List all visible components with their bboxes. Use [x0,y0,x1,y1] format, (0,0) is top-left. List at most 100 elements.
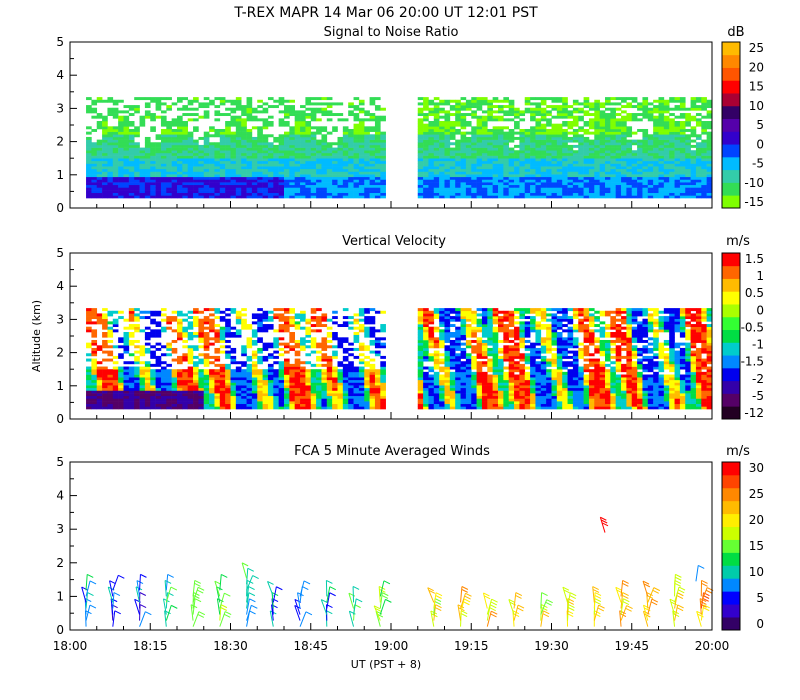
heatmap-cell [294,371,301,375]
heatmap-cell [669,195,675,199]
heatmap-cell [294,398,301,402]
heatmap-cell [556,150,563,154]
heatmap-cell [214,187,221,191]
heatmap-cell [267,403,274,407]
heatmap-cell [225,190,231,194]
heatmap-cell [187,403,194,407]
heatmap-cell [150,387,156,391]
heatmap-cell [262,126,269,130]
heatmap-cell [332,390,338,394]
heatmap-cell [139,347,146,351]
heatmap-cell [134,393,140,397]
heatmap-cell [701,142,707,146]
heatmap-cell [316,142,322,146]
heatmap-cell [631,118,638,122]
heatmap-cell [112,361,119,365]
heatmap-cell [706,192,713,196]
heatmap-cell [305,174,312,178]
heatmap-cell [653,99,659,103]
heatmap-cell [316,128,322,132]
heatmap-cell [284,316,290,320]
heatmap-cell [86,345,92,349]
heatmap-cell [230,401,237,405]
heatmap-cell [310,401,317,405]
heatmap-cell [695,166,702,170]
heatmap-cell [171,377,178,381]
heatmap-cell [535,179,542,183]
heatmap-cell [96,398,103,402]
heatmap-cell [578,179,584,183]
heatmap-cell [332,147,338,151]
heatmap-cell [235,160,242,164]
heatmap-cell [663,121,670,124]
heatmap-cell [535,123,542,127]
heatmap-cell [198,369,205,373]
heatmap-cell [144,102,151,106]
heatmap-cell [219,403,226,407]
heatmap-cell [353,387,360,391]
heatmap-cell [423,150,429,154]
heatmap-cell [230,150,237,154]
heatmap-cell [278,387,285,391]
heatmap-cell [209,152,215,156]
heatmap-cell [594,99,600,103]
heatmap-cell [177,192,183,196]
heatmap-cell [540,134,547,138]
heatmap-cell [337,166,344,170]
heatmap-cell [471,152,477,156]
heatmap-cell [289,406,295,410]
heatmap-cell [647,152,654,156]
heatmap-cell [86,150,92,154]
heatmap-cell [567,144,574,148]
heatmap-cell [369,187,376,191]
heatmap-cell [300,406,306,410]
heatmap-cell [530,102,536,106]
heatmap-cell [193,366,199,370]
heatmap-cell [209,187,215,191]
heatmap-cell [171,406,178,410]
heatmap-cell [439,128,445,132]
heatmap-cell [209,337,215,341]
heatmap-cell [171,329,178,333]
heatmap-cell [465,123,472,127]
heatmap-cell [476,179,483,183]
heatmap-cell [353,150,360,154]
heatmap-cell [160,168,167,172]
heatmap-cell [305,329,312,333]
heatmap-cell [572,123,579,127]
heatmap-cell [134,361,140,365]
heatmap-cell [423,134,429,138]
heatmap-cell [187,134,194,138]
heatmap-cell [487,190,493,194]
heatmap-cell [267,142,274,146]
heatmap-cell [337,345,344,349]
heatmap-cell [177,166,183,170]
heatmap-cell [166,387,172,391]
heatmap-cell [342,374,349,378]
heatmap-cell [96,174,103,178]
heatmap-cell [444,184,451,188]
heatmap-cell [294,393,301,397]
heatmap-cell [193,174,199,178]
heatmap-cell [337,361,344,365]
heatmap-cell [326,379,333,383]
heatmap-cell [262,187,269,191]
heatmap-cell [107,313,114,317]
heatmap-cell [332,350,338,354]
heatmap-cell [155,158,162,162]
heatmap-cell [626,155,633,159]
heatmap-cell [332,174,338,178]
heatmap-cell [182,313,188,317]
heatmap-cell [610,126,616,130]
heatmap-cell [267,374,274,378]
heatmap-cell [364,187,370,191]
heatmap-cell [289,134,295,138]
heatmap-cell [556,107,563,111]
heatmap-cell [209,318,215,322]
heatmap-cell [444,115,451,119]
heatmap-cell [134,128,140,132]
heatmap-cell [267,123,274,127]
heatmap-cell [685,113,691,117]
heatmap-cell [203,382,210,386]
heatmap-cell [214,379,221,383]
